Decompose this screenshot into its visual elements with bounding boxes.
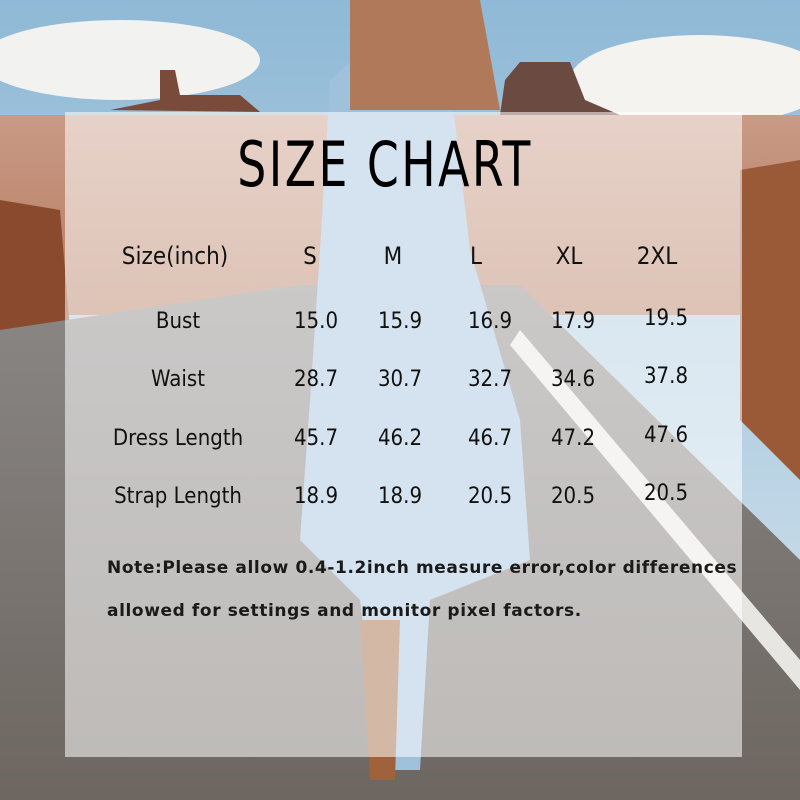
note-line-2: allowed for settings and monitor pixel f… [107, 601, 582, 621]
row-label: Waist [150, 367, 206, 392]
cell-value: 28.7 [293, 367, 339, 392]
header-2xl: 2XL [636, 242, 678, 270]
cell-value: 46.2 [377, 426, 423, 451]
row-label: Dress Length [112, 426, 244, 451]
cell-value: 47.6 [643, 423, 689, 448]
cell-value: 30.7 [377, 367, 423, 392]
size-chart-panel [65, 112, 742, 757]
row-label: Bust [155, 309, 201, 334]
cell-value: 47.2 [550, 426, 596, 451]
cell-value: 15.9 [377, 309, 423, 334]
cell-value: 17.9 [550, 309, 596, 334]
header-s: S [303, 242, 317, 270]
cell-value: 45.7 [293, 426, 339, 451]
cell-value: 19.5 [643, 306, 689, 331]
cell-value: 18.9 [377, 484, 423, 509]
cell-value: 20.5 [550, 484, 596, 509]
header-l: L [469, 242, 483, 270]
header-m: M [383, 242, 403, 270]
header-xl: XL [555, 242, 583, 270]
note-line-1: Note:Please allow 0.4-1.2inch measure er… [107, 558, 738, 578]
cell-value: 16.9 [467, 309, 513, 334]
cell-value: 34.6 [550, 367, 596, 392]
cell-value: 18.9 [293, 484, 339, 509]
cell-value: 20.5 [643, 481, 689, 506]
page-title: SIZE CHART [237, 128, 533, 201]
cell-value: 37.8 [643, 364, 689, 389]
cell-value: 46.7 [467, 426, 513, 451]
cell-value: 32.7 [467, 367, 513, 392]
row-label: Strap Length [114, 484, 242, 509]
cell-value: 20.5 [467, 484, 513, 509]
header-size-inch: Size(inch) [121, 242, 229, 270]
cell-value: 15.0 [293, 309, 339, 334]
